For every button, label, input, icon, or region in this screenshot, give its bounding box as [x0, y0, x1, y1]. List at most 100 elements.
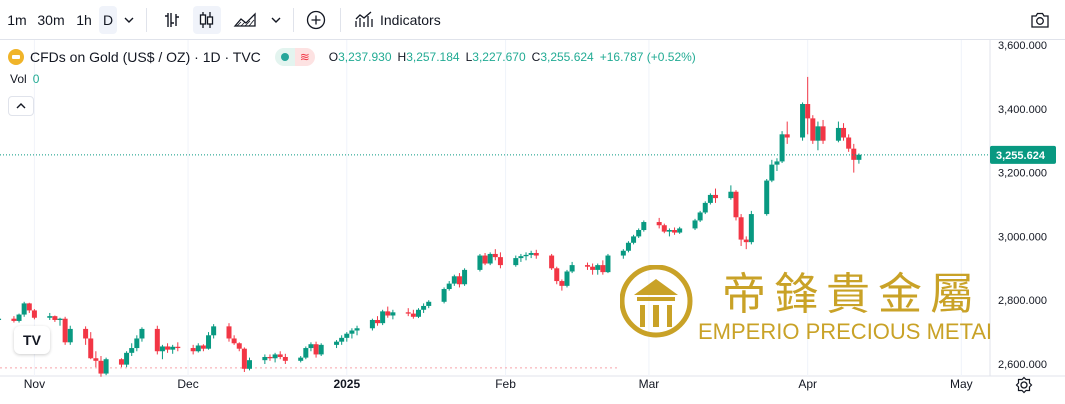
symbol-title[interactable]: CFDs on Gold (US$ / OZ) · 1D · TVC [30, 49, 261, 65]
candle-body [282, 356, 288, 361]
candle-body [344, 333, 350, 338]
candle-body [764, 180, 770, 215]
delayed-data-icon: ≋ [294, 48, 315, 66]
candle-body [846, 137, 852, 149]
candle-body [549, 255, 555, 269]
ohlc-values: O3,237.930 H3,257.184 L3,227.670 C3,255.… [328, 50, 696, 64]
candle-body [733, 191, 739, 218]
y-tick-label: 2,600.000 [998, 359, 1047, 371]
candle-body [446, 283, 452, 290]
candle-body [103, 359, 109, 374]
interval-1h-button[interactable]: 1h [76, 12, 92, 28]
interval-d-button[interactable]: D [99, 6, 117, 34]
market-status-pill[interactable]: ≋ [274, 48, 315, 66]
bar-chart-type-icon[interactable] [158, 6, 186, 34]
candle-body [713, 194, 719, 199]
interval-30m-button[interactable]: 30m [37, 12, 65, 28]
candle-body [702, 202, 708, 213]
candle-body [769, 164, 775, 181]
candle-body [83, 328, 89, 339]
candle-body [533, 252, 539, 256]
candle-body [841, 127, 847, 138]
candle-body [410, 313, 416, 317]
watermark-chinese-text: 帝鋒貴金屬 [722, 269, 982, 320]
camera-snapshot-icon[interactable] [1026, 6, 1054, 34]
candle-body [380, 311, 386, 324]
candle-body [303, 348, 309, 358]
candle-body [339, 337, 345, 342]
price-chart[interactable]: 3,600.000 3,400.000 3,200.000 3,000.000 2,80… [0, 40, 1065, 404]
candle-body [697, 212, 703, 221]
candle-body [518, 256, 524, 259]
candle-body [815, 126, 821, 141]
candle-body [26, 303, 32, 311]
compare-add-symbol-icon[interactable] [302, 6, 330, 34]
candle-body [595, 265, 601, 270]
candle-body [779, 134, 785, 162]
candle-body [835, 127, 841, 141]
candle-body [441, 289, 447, 302]
candle-body [497, 257, 503, 266]
interval-dropdown-chevron-icon[interactable] [119, 6, 139, 34]
candle-body [421, 305, 427, 310]
chart-settings-gear-icon[interactable] [1015, 376, 1033, 394]
candle-body [139, 328, 145, 339]
candle-body [11, 318, 17, 321]
chart-type-dropdown-chevron-icon[interactable] [266, 6, 286, 34]
candle-body [462, 269, 468, 285]
open-value: 3,237.930 [338, 50, 392, 64]
candle-body [272, 354, 278, 359]
candle-body [129, 348, 135, 353]
candle-body [559, 281, 565, 286]
candle-body [318, 344, 324, 355]
change-value: +16.787 (+0.52%) [599, 50, 696, 64]
indicators-icon[interactable] [352, 6, 376, 34]
chart-toolbar: 1m 30m 1h D Indicators [0, 0, 1065, 40]
collapse-legend-button[interactable] [8, 96, 34, 116]
interval-1m-button[interactable]: 1m [7, 12, 27, 28]
candle-body [390, 312, 396, 316]
candle-body [313, 344, 319, 355]
x-tick-label: Mar [639, 377, 660, 391]
candle-body [47, 316, 53, 318]
candle-body [656, 222, 662, 226]
candle-body [93, 358, 99, 361]
candle-body [334, 341, 340, 345]
candle-body [154, 328, 160, 352]
candle-body [456, 276, 462, 285]
candles-chart-type-icon[interactable] [193, 6, 221, 34]
candle-body [451, 276, 457, 284]
candle-body [636, 230, 642, 237]
candle-body [851, 148, 857, 160]
candle-body [206, 335, 212, 349]
x-tick-label: Nov [24, 377, 45, 391]
gold-symbol-icon [8, 49, 24, 65]
candle-body [600, 265, 606, 273]
candle-body [564, 271, 570, 286]
candle-body [800, 104, 806, 138]
indicators-button[interactable]: Indicators [380, 12, 441, 28]
tradingview-logo-icon[interactable]: TV [14, 326, 50, 354]
candle-body [641, 222, 647, 231]
x-tick-label: Dec [177, 377, 198, 391]
candle-body [620, 250, 626, 256]
candle-body [354, 328, 360, 331]
candle-body [21, 303, 27, 315]
candle-body [528, 252, 534, 255]
area-chart-type-icon[interactable] [230, 6, 260, 34]
market-open-dot-icon [274, 48, 295, 66]
candle-body [159, 346, 165, 352]
candle-body [349, 330, 355, 334]
symbol-legend: CFDs on Gold (US$ / OZ) · 1D · TVC ≋ O3,… [8, 46, 696, 68]
candle-body [375, 319, 381, 324]
candle-body [631, 236, 637, 243]
candle-body [0, 318, 2, 320]
candle-body [748, 214, 754, 243]
last-price-badge [990, 145, 1056, 164]
y-tick-label: 3,200.000 [998, 168, 1047, 180]
x-tick-label: Apr [798, 377, 817, 391]
candle-body [513, 258, 519, 266]
candle-body [692, 220, 698, 229]
x-tick-label: Feb [495, 377, 516, 391]
candle-body [743, 239, 749, 243]
